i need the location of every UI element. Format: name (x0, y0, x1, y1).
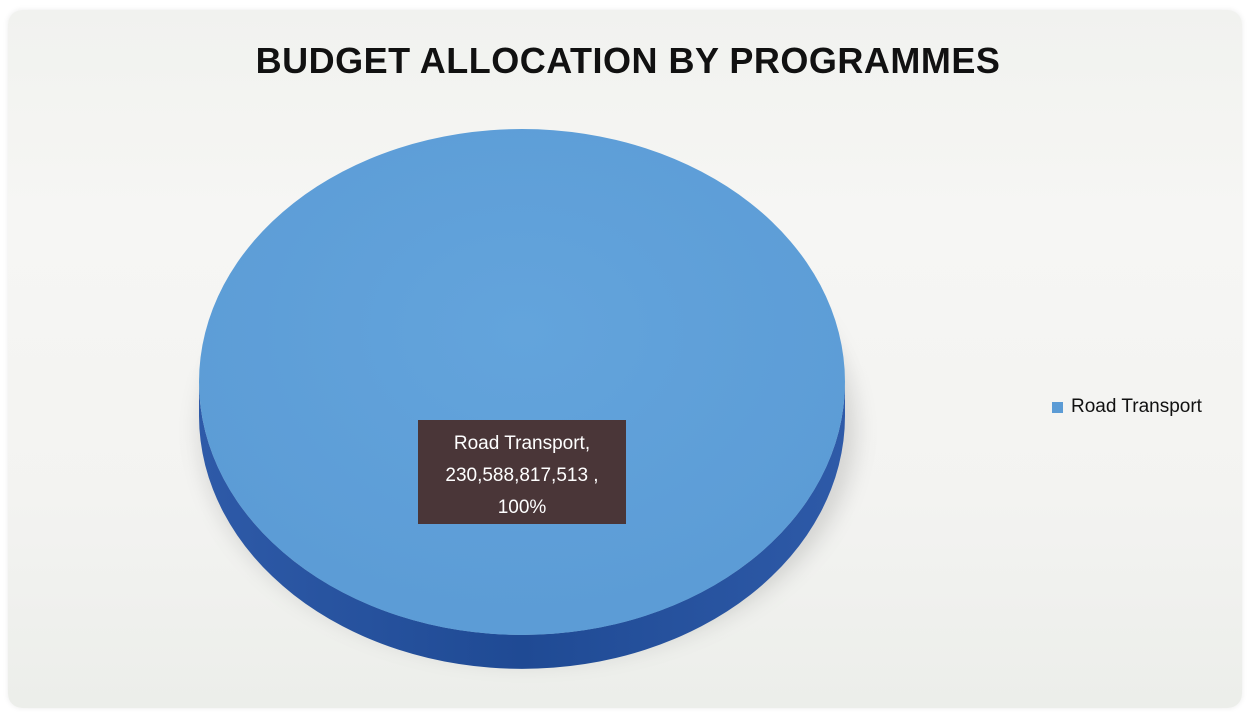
data-label-line-2: 100% (498, 497, 547, 518)
data-label-line-0: Road Transport, (454, 433, 590, 454)
chart-title: BUDGET ALLOCATION BY PROGRAMMES (255, 40, 1001, 81)
legend-swatch-road-transport (1052, 401, 1063, 413)
pie-slice-0 (199, 129, 845, 635)
legend-label-road-transport: Road Transport (1071, 396, 1202, 417)
data-label-0: Road Transport, 230,588,817,513 , 100% (418, 420, 626, 524)
data-label-box (418, 420, 626, 524)
data-label-line-1: 230,588,817,513 , (445, 465, 598, 486)
legend: Road Transport (1052, 396, 1202, 418)
